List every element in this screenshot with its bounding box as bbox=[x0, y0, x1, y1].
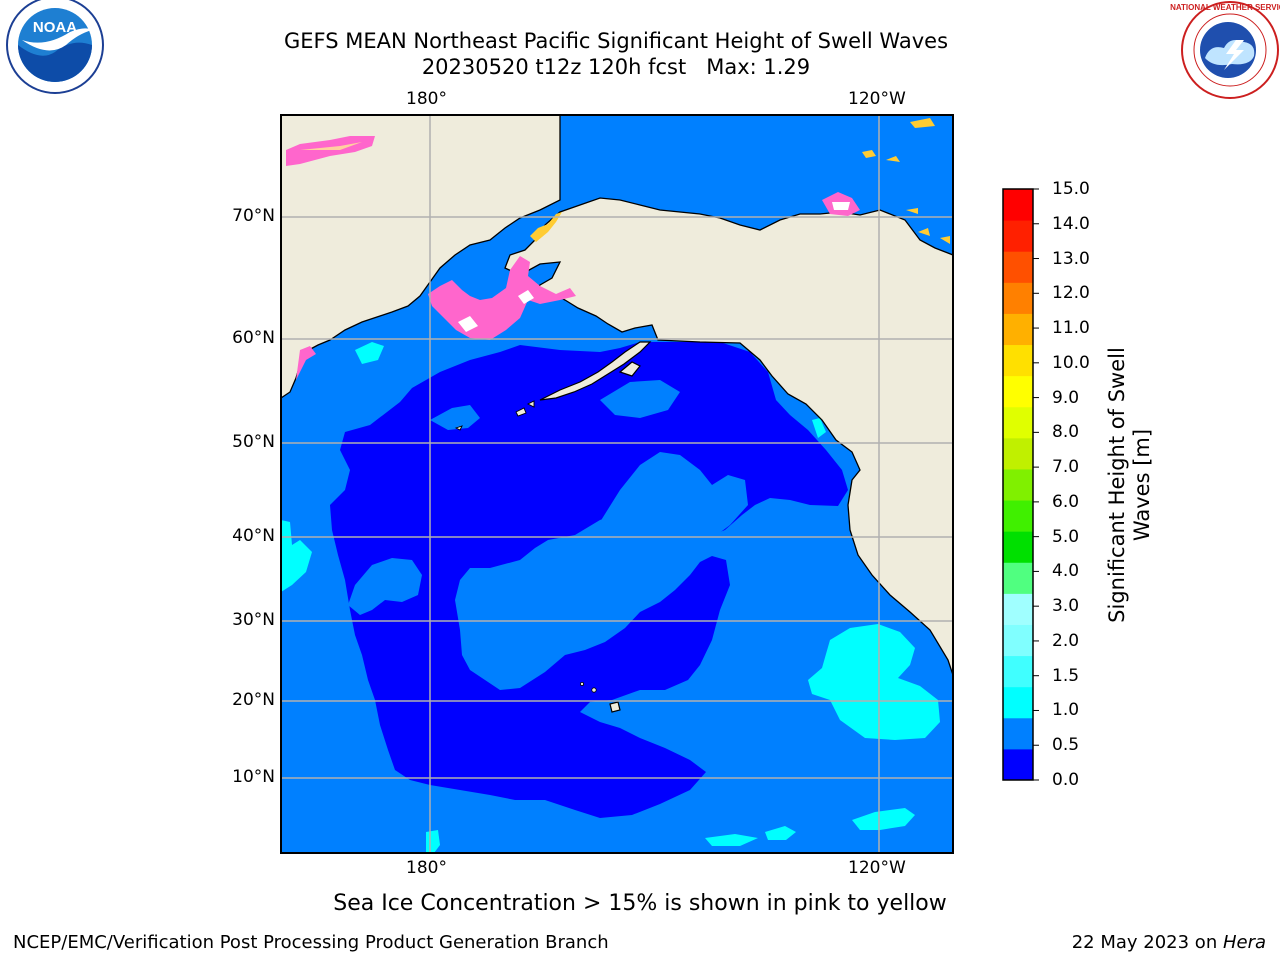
map-frame bbox=[280, 114, 954, 854]
colorbar-frame bbox=[1002, 188, 1034, 781]
swell-0p5-1-patch-d bbox=[430, 405, 480, 430]
colorbar-segment bbox=[1003, 748, 1033, 781]
swell-0-0p5-region bbox=[330, 342, 848, 818]
plot-title-line2: 20230520 t12z 120h fcst Max: 1.29 bbox=[421, 55, 811, 79]
swell-1-1p5-patch-west bbox=[281, 520, 312, 592]
colorbar-tick-label: 12.0 bbox=[1052, 283, 1090, 304]
colorbar-tick-label: 4.0 bbox=[1052, 561, 1080, 582]
colorbar-tick-label: 7.0 bbox=[1052, 457, 1080, 478]
swell-0p5-1-patch-a bbox=[348, 558, 422, 615]
land-kodiak bbox=[618, 361, 641, 377]
land-aleutians bbox=[454, 400, 535, 431]
lon-label-top-120w: 120°W bbox=[848, 89, 906, 109]
colorbar-tick-label: 0.0 bbox=[1052, 770, 1080, 790]
colorbar-tick-label: 14.0 bbox=[1052, 213, 1090, 234]
plot-title-line1: GEFS MEAN Northeast Pacific Significant … bbox=[283, 29, 949, 53]
swell-1-1p5-patch-south3 bbox=[705, 834, 758, 846]
colorbar-segment bbox=[1003, 593, 1033, 625]
colorbar-segment bbox=[1003, 500, 1033, 532]
colorbar-tick-label: 1.5 bbox=[1052, 665, 1080, 686]
colorbar-segment bbox=[1003, 717, 1033, 750]
svg-text:NATIONAL WEATHER SERVICE: NATIONAL WEATHER SERVICE bbox=[1170, 3, 1280, 12]
colorbar-segment bbox=[1003, 375, 1033, 408]
sea-ice-overlay bbox=[286, 118, 950, 380]
lat-label-30n: 30°N bbox=[232, 610, 275, 630]
colorbar-tick-label: 9.0 bbox=[1052, 387, 1080, 408]
colorbar-tick-label: 0.5 bbox=[1052, 735, 1080, 756]
colorbar-segment bbox=[1003, 437, 1033, 470]
footer-date: 22 May 2023 on Hera bbox=[1072, 932, 1266, 953]
colorbar-segment bbox=[1003, 406, 1033, 439]
colorbar-tick-label: 5.0 bbox=[1052, 526, 1080, 547]
colorbar-segment bbox=[1003, 344, 1033, 377]
colorbar-tick-label: 1.0 bbox=[1052, 700, 1080, 721]
swell-1-1p5-patch-north bbox=[355, 342, 384, 364]
colorbar-segment bbox=[1003, 282, 1033, 314]
colorbar-tick-label: 13.0 bbox=[1052, 248, 1090, 269]
noaa-logo-text: NOAA bbox=[33, 19, 77, 36]
colorbar-tick-label: 10.0 bbox=[1052, 352, 1090, 373]
sea-ice-caption: Sea Ice Concentration > 15% is shown in … bbox=[333, 891, 947, 916]
lat-label-70n: 70°N bbox=[232, 206, 275, 226]
swell-1-1p5-patch-south2 bbox=[765, 826, 796, 840]
colorbar bbox=[1002, 188, 1039, 781]
colorbar-segment bbox=[1003, 531, 1033, 563]
colorbar-segment bbox=[1003, 251, 1033, 283]
noaa-logo: NOAA bbox=[6, 0, 104, 94]
map-plot-area bbox=[281, 115, 953, 853]
lon-label-bottom-120w: 120°W bbox=[848, 858, 906, 878]
lon-label-top-180: 180° bbox=[406, 89, 447, 109]
colorbar-tick-label: 3.0 bbox=[1052, 596, 1080, 617]
colorbar-tick-label: 8.0 bbox=[1052, 422, 1080, 443]
colorbar-tick-label: 15.0 bbox=[1052, 179, 1090, 199]
lat-label-40n: 40°N bbox=[232, 526, 275, 546]
colorbar-tick-label: 2.0 bbox=[1052, 630, 1080, 651]
land-alaska-peninsula bbox=[539, 341, 652, 401]
land-hawaii bbox=[609, 701, 621, 713]
swell-0p5-1-patch-b bbox=[600, 452, 748, 545]
swell-1-1p5-patch-south bbox=[852, 808, 915, 830]
swell-1-1p5-patch-east bbox=[808, 624, 940, 740]
footer-credit: NCEP/EMC/Verification Post Processing Pr… bbox=[13, 932, 609, 953]
colorbar-segment bbox=[1003, 686, 1033, 719]
lat-label-50n: 50°N bbox=[232, 432, 275, 452]
graticule bbox=[281, 115, 953, 853]
colorbar-tick-label: 6.0 bbox=[1052, 491, 1080, 512]
colorbar-segment bbox=[1003, 655, 1033, 688]
lon-label-bottom-180: 180° bbox=[406, 858, 447, 878]
footer-host: Hera bbox=[1222, 932, 1266, 953]
lat-label-20n: 20°N bbox=[232, 690, 275, 710]
nws-logo: NATIONAL WEATHER SERVICE bbox=[1170, 1, 1280, 99]
colorbar-segment bbox=[1003, 468, 1033, 501]
colorbar-label: Significant Height of Swell Waves [m] bbox=[1105, 347, 1154, 623]
swell-0p5-1-patch-c bbox=[462, 572, 535, 612]
colorbar-tick-label: 11.0 bbox=[1052, 318, 1090, 339]
swell-0p5-1-patch-e bbox=[600, 380, 680, 418]
colorbar-segment bbox=[1003, 189, 1033, 221]
colorbar-segment bbox=[1003, 562, 1033, 594]
lat-label-60n: 60°N bbox=[232, 328, 275, 348]
colorbar-segment bbox=[1003, 624, 1033, 657]
lat-label-10n: 10°N bbox=[232, 767, 275, 787]
swell-1-1p5-patch-alaska bbox=[812, 418, 826, 438]
footer-date-text: 22 May 2023 on bbox=[1071, 932, 1223, 953]
colorbar-segment bbox=[1003, 220, 1033, 252]
colorbar-segment bbox=[1003, 313, 1033, 346]
